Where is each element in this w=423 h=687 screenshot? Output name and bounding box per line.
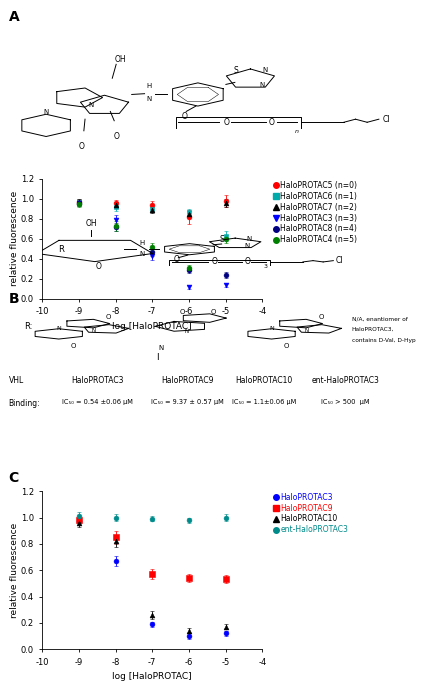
Text: O: O [211,309,216,315]
Y-axis label: relative fluorescence: relative fluorescence [10,523,19,618]
Text: HaloPROTAC9: HaloPROTAC9 [161,376,213,385]
Text: IC₅₀ > 500  μM: IC₅₀ > 500 μM [321,398,370,405]
Text: O: O [283,343,289,348]
Text: N: N [247,236,252,242]
Text: N: N [184,328,188,334]
Text: O: O [319,315,324,320]
Text: N: N [259,82,265,88]
Text: O: O [244,258,250,267]
Text: S: S [219,235,224,244]
Text: O: O [180,309,185,315]
Text: N: N [263,67,268,73]
Text: O: O [96,262,102,271]
Text: N: N [147,96,152,102]
Text: O: O [113,132,119,141]
X-axis label: log [HaloPROTAC]: log [HaloPROTAC] [113,672,192,681]
Text: HaloPROTAC3,: HaloPROTAC3, [352,327,394,333]
Text: VHL: VHL [8,376,24,385]
Text: A: A [8,10,19,24]
Text: R: R [58,245,64,254]
Text: HaloPROTAC10: HaloPROTAC10 [236,376,293,385]
Text: HaloPROTAC3: HaloPROTAC3 [71,376,124,385]
Text: n: n [295,129,299,134]
Text: O: O [105,315,110,320]
Text: H: H [140,240,145,246]
Text: IC₅₀ = 9.37 ± 0.57 μM: IC₅₀ = 9.37 ± 0.57 μM [151,398,223,405]
Text: I: I [156,352,158,362]
Text: N: N [91,328,95,333]
Text: B: B [8,292,19,306]
Text: N: N [88,102,93,107]
Text: R:: R: [24,322,33,331]
Text: IC₅₀ = 1.1±0.06 μM: IC₅₀ = 1.1±0.06 μM [232,398,297,405]
Text: O: O [71,343,76,348]
Legend: HaloPROTAC3, HaloPROTAC9, HaloPROTAC10, ent-HaloPROTAC3: HaloPROTAC3, HaloPROTAC9, HaloPROTAC10, … [273,492,349,535]
Text: N: N [269,326,274,331]
X-axis label: log [HaloPROTAC]: log [HaloPROTAC] [113,322,192,330]
Text: O: O [174,256,180,264]
Text: OH: OH [85,218,97,227]
Text: O: O [212,258,217,267]
Text: O: O [181,113,187,122]
Y-axis label: relative fluorescence: relative fluorescence [10,191,19,286]
Text: O: O [223,117,229,127]
Text: contains D-Val, D-Hyp: contains D-Val, D-Hyp [352,337,415,343]
Text: O: O [269,117,275,127]
Text: IC₅₀ = 0.54 ±0.06 μM: IC₅₀ = 0.54 ±0.06 μM [62,398,133,405]
Text: Cl: Cl [383,115,390,124]
Text: N: N [304,328,308,333]
Text: N: N [56,326,61,331]
Text: S: S [233,66,238,75]
Text: O: O [78,142,84,150]
Text: Cl: Cl [336,256,343,265]
Text: Binding:: Binding: [8,398,40,408]
Legend: HaloPROTAC5 (n=0), HaloPROTAC6 (n=1), HaloPROTAC7 (n=2), HaloPROTAC3 (n=3), Halo: HaloPROTAC5 (n=0), HaloPROTAC6 (n=1), Ha… [273,180,358,245]
Text: ent-HaloPROTAC3: ent-HaloPROTAC3 [312,376,379,385]
Text: N: N [158,345,163,350]
Text: OH: OH [114,54,126,64]
Text: N/A, enantiomer of: N/A, enantiomer of [352,317,407,322]
Text: N: N [44,109,49,115]
Text: H: H [147,83,152,89]
Text: N: N [244,243,250,249]
Text: N: N [140,251,145,257]
Text: 3: 3 [264,264,268,269]
Text: C: C [8,471,19,484]
